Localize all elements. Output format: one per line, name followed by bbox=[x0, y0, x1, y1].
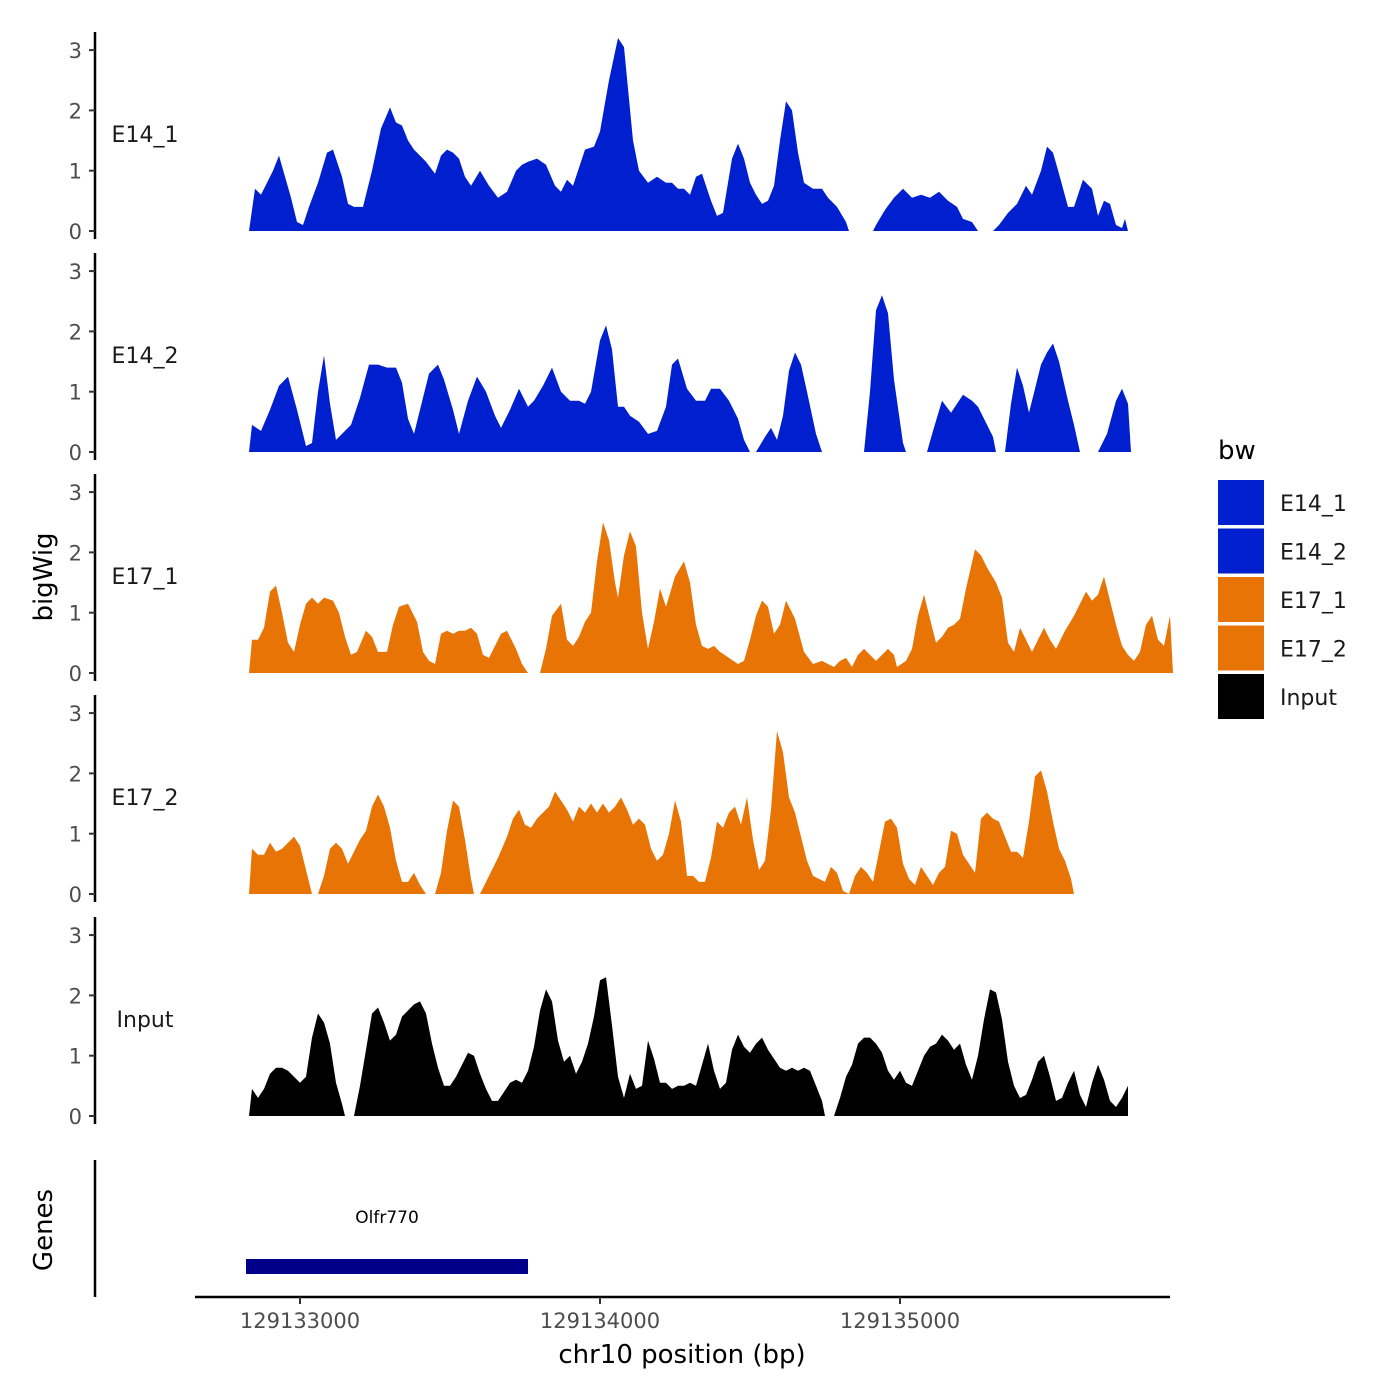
legend-label: E17_2 bbox=[1280, 638, 1347, 663]
track-label: E14_1 bbox=[112, 123, 179, 148]
track-label: E17_1 bbox=[112, 565, 179, 590]
legend-label: E17_1 bbox=[1280, 589, 1347, 614]
x-ticks: 129133000 129134000 129135000 bbox=[240, 1297, 960, 1333]
y-tick-label: 3 bbox=[69, 702, 82, 726]
y-tick-label: 0 bbox=[69, 662, 82, 686]
y-tick-label: 1 bbox=[69, 160, 82, 184]
y-tick-label: 3 bbox=[69, 924, 82, 948]
x-axis-title: chr10 position (bp) bbox=[558, 1340, 805, 1370]
legend-swatch-E14_2 bbox=[1218, 528, 1264, 574]
x-axis: 129133000 129134000 129135000 chr10 positi… bbox=[195, 1295, 1170, 1370]
y-tick-label: 2 bbox=[69, 99, 82, 123]
genes-panel: Genes Olfr770 bbox=[29, 1160, 528, 1297]
y-tick-label: 2 bbox=[69, 320, 82, 344]
coverage-area-Input bbox=[249, 977, 1128, 1116]
y-tick-label: 0 bbox=[69, 220, 82, 244]
track-E14_2: 0 1 2 3 E14_2 bbox=[69, 253, 1131, 465]
y-tick-label: 1 bbox=[69, 823, 82, 847]
legend-label: E14_2 bbox=[1280, 541, 1347, 566]
y-tick-label: 0 bbox=[69, 441, 82, 465]
coverage-area-E17_2 bbox=[249, 731, 1074, 894]
track-label: E17_2 bbox=[112, 786, 179, 811]
gene-label: Olfr770 bbox=[355, 1208, 419, 1228]
legend: bw E14_1 E14_2 E17_1 E17_2 Input bbox=[1218, 436, 1347, 719]
y-tick-label: 3 bbox=[69, 481, 82, 505]
track-E17_1: 0 1 2 3 E17_1 bbox=[69, 474, 1173, 686]
y-tick-label: 3 bbox=[69, 39, 82, 63]
x-tick-label: 129135000 bbox=[840, 1309, 960, 1333]
y-tick-label: 2 bbox=[69, 984, 82, 1008]
y-tick-label: 1 bbox=[69, 381, 82, 405]
legend-swatch-E17_1 bbox=[1218, 577, 1264, 622]
track-label: Input bbox=[117, 1008, 174, 1033]
coverage-area-E14_1 bbox=[249, 38, 1128, 231]
track-E17_2: 0 1 2 3 E17_2 bbox=[69, 695, 1074, 907]
coverage-area-E14_2 bbox=[249, 295, 1131, 452]
legend-swatch-E14_1 bbox=[1218, 480, 1264, 525]
y-tick-label: 0 bbox=[69, 1105, 82, 1129]
legend-label: Input bbox=[1280, 686, 1337, 711]
track-label: E14_2 bbox=[112, 344, 179, 369]
legend-items: E14_1 E14_2 E17_1 E17_2 Input bbox=[1218, 480, 1347, 719]
y-axis-title: bigWig bbox=[29, 532, 59, 621]
track-E14_1: 0 1 2 3 E14_1 bbox=[69, 32, 1128, 244]
y-tick-label: 0 bbox=[69, 883, 82, 907]
genes-axis-title: Genes bbox=[29, 1189, 59, 1271]
track-Input: 0 1 2 3 Input bbox=[69, 917, 1128, 1129]
legend-label: E14_1 bbox=[1280, 492, 1347, 517]
legend-swatch-E17_2 bbox=[1218, 625, 1264, 671]
y-tick-label: 1 bbox=[69, 1045, 82, 1069]
coverage-tracks: 0 1 2 3 E14_1 0 1 2 3 E14_2 0 1 2 3 E17_1 0 1 2 3 E17_2 0 1 2 3… bbox=[69, 32, 1173, 1129]
x-tick-label: 129133000 bbox=[240, 1309, 360, 1333]
y-tick-label: 2 bbox=[69, 541, 82, 565]
legend-title: bw bbox=[1218, 436, 1256, 466]
x-tick-label: 129134000 bbox=[540, 1309, 660, 1333]
y-tick-label: 2 bbox=[69, 762, 82, 786]
gene-marks: Olfr770 bbox=[246, 1208, 528, 1274]
y-tick-label: 1 bbox=[69, 602, 82, 626]
legend-swatch-Input bbox=[1218, 674, 1264, 719]
y-tick-label: 3 bbox=[69, 260, 82, 284]
gene-body-Olfr770 bbox=[246, 1259, 528, 1274]
coverage-area-E17_1 bbox=[249, 522, 1173, 673]
